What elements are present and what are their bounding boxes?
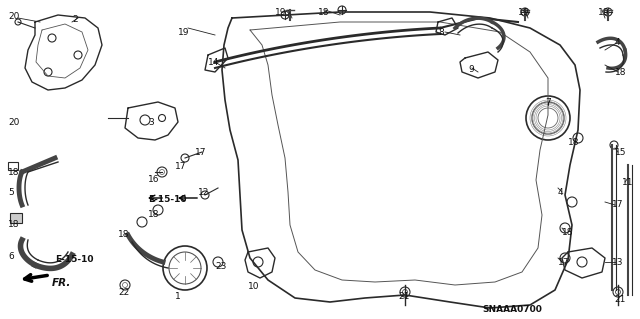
Text: 20: 20	[8, 12, 19, 21]
Text: 10: 10	[248, 282, 259, 291]
Text: 22: 22	[118, 288, 129, 297]
Text: 4: 4	[558, 188, 564, 197]
Text: 21: 21	[398, 292, 410, 301]
Text: 1: 1	[175, 292, 180, 301]
Text: 19: 19	[178, 28, 189, 37]
Text: 20: 20	[8, 118, 19, 127]
Text: FR.: FR.	[52, 278, 72, 288]
Text: 18: 18	[118, 230, 129, 239]
Text: 18: 18	[562, 228, 573, 237]
Text: 16: 16	[148, 175, 159, 184]
Text: 6: 6	[8, 252, 13, 261]
Text: E-15-10: E-15-10	[55, 255, 93, 264]
Text: 3: 3	[148, 118, 154, 127]
Text: 7: 7	[545, 98, 551, 107]
Text: 19: 19	[275, 8, 287, 17]
Text: 5: 5	[8, 188, 13, 197]
Text: 15: 15	[615, 148, 627, 157]
Text: E-15-10: E-15-10	[148, 195, 186, 204]
Text: 11: 11	[622, 178, 634, 187]
Text: 2: 2	[72, 15, 77, 24]
Text: 18: 18	[8, 168, 19, 177]
Text: 18: 18	[318, 8, 330, 17]
Text: 21: 21	[614, 295, 625, 304]
Text: 17: 17	[175, 162, 186, 171]
Text: 12: 12	[198, 188, 209, 197]
Text: 17: 17	[612, 200, 623, 209]
Text: 14: 14	[208, 58, 220, 67]
Text: 19: 19	[598, 8, 609, 17]
Text: 4: 4	[615, 38, 621, 47]
FancyBboxPatch shape	[10, 213, 22, 223]
Text: 17: 17	[558, 258, 570, 267]
Text: 13: 13	[612, 258, 623, 267]
Text: 18: 18	[148, 210, 159, 219]
Text: SNAAA0700: SNAAA0700	[482, 305, 542, 314]
Text: 18: 18	[8, 220, 19, 229]
Text: 8: 8	[438, 28, 444, 37]
Text: 19: 19	[518, 8, 529, 17]
Text: 9: 9	[468, 65, 474, 74]
Text: 18: 18	[568, 138, 579, 147]
Text: 17: 17	[195, 148, 207, 157]
Text: 18: 18	[615, 68, 627, 77]
Text: 23: 23	[215, 262, 227, 271]
